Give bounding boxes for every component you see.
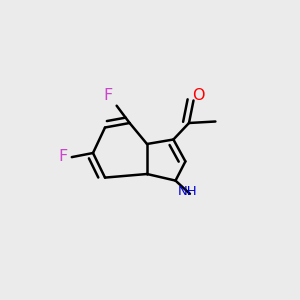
Text: O: O [192, 88, 204, 103]
Text: F: F [103, 88, 112, 104]
Text: F: F [58, 149, 68, 164]
Text: NH: NH [177, 185, 197, 198]
